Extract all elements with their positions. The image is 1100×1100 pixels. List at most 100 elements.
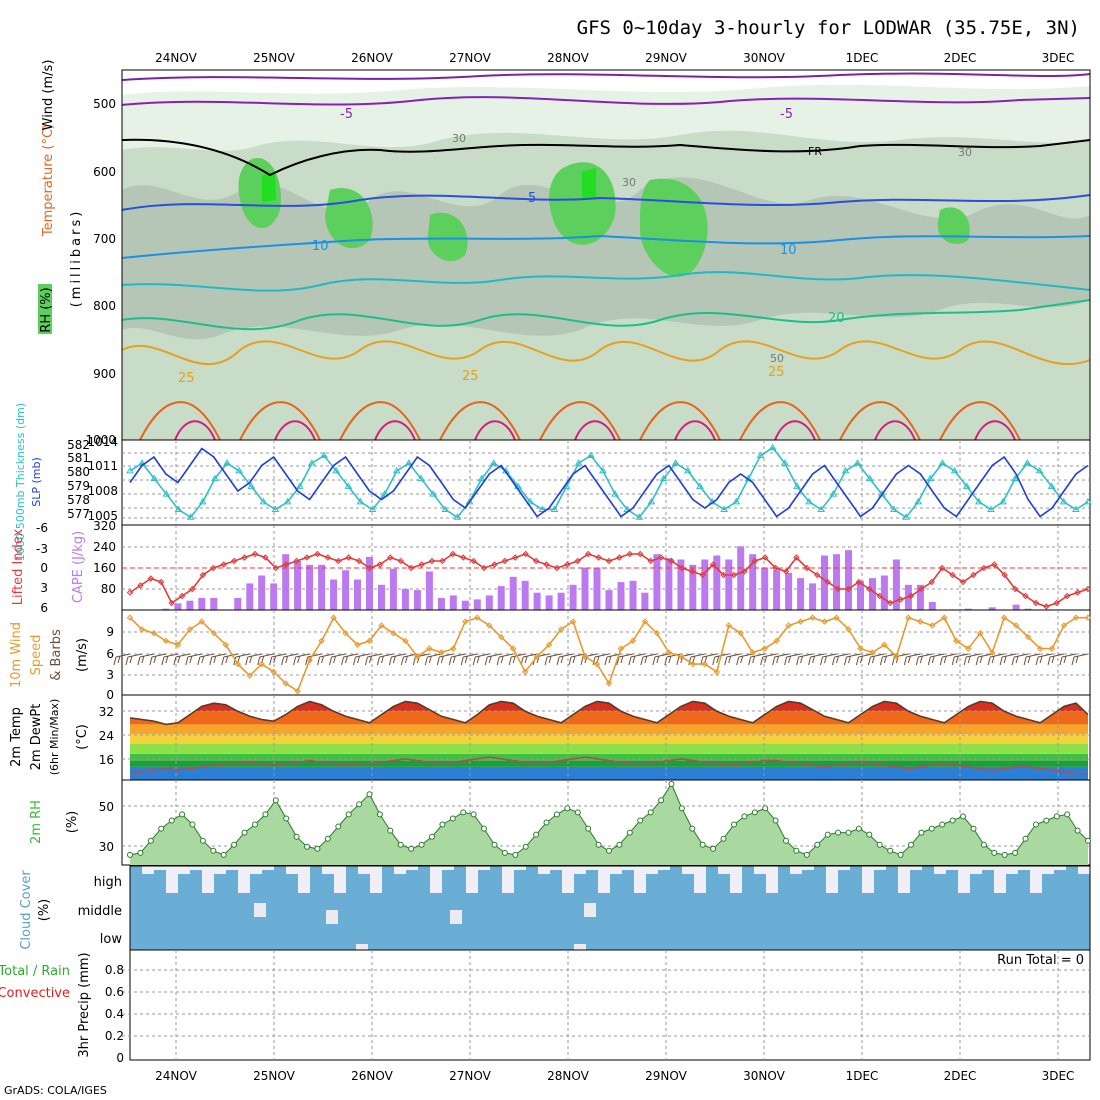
cape-bar (845, 550, 852, 610)
thickness-tick: 581 (67, 451, 90, 465)
wind-barb (556, 653, 574, 666)
wind-unit: (m/s) (75, 638, 90, 672)
li-marker (1063, 592, 1071, 600)
wind-barb (616, 653, 634, 666)
rh2m-marker (866, 831, 873, 838)
rh2m-marker (949, 817, 956, 824)
rh2m-marker (960, 813, 966, 820)
contour-5 (121, 194, 1091, 211)
li-marker (241, 554, 248, 561)
cloud-high-bar (442, 870, 454, 893)
pressure-tick: 600 (93, 165, 116, 179)
li-marker (637, 550, 644, 558)
rh2m-marker (387, 827, 394, 834)
rh2m-marker (918, 829, 925, 836)
thickness-marker (344, 482, 353, 489)
bottom-date-axis: 24NOV 25NOV 26NOV 27NOV 28NOV 29NOV 30NO… (155, 1069, 1074, 1083)
li-marker (1011, 585, 1019, 593)
thickness-marker (950, 466, 959, 474)
thickness-marker (538, 505, 547, 513)
wind-tick: 0 (106, 688, 114, 702)
contour-35 (174, 420, 1016, 441)
li-marker (886, 599, 894, 607)
li-marker (168, 599, 175, 607)
rh2m-marker (908, 841, 914, 848)
wind-barb (808, 653, 825, 666)
wind-barb (784, 653, 801, 666)
rh2m-marker (991, 849, 998, 856)
cape-bar (437, 598, 445, 610)
wind-speed-marker (845, 626, 852, 633)
wind-speed-marker (593, 660, 601, 668)
thickness-marker (489, 459, 498, 466)
temperature-label: Temperature (°C) (41, 124, 56, 237)
li-marker (647, 557, 654, 565)
wind-barb (1071, 653, 1089, 666)
cloud-high-bar (1054, 870, 1066, 893)
cloud-label: Cloud Cover (19, 870, 34, 950)
temp-band (130, 734, 1088, 744)
rh2m-marker (522, 843, 529, 850)
rh2m-label: 2m RH (29, 800, 44, 844)
temp-band (130, 744, 1088, 754)
contour-15 (121, 271, 1091, 292)
li-marker (210, 564, 217, 572)
rh2m-marker (1012, 849, 1019, 856)
slp-label: SLP (mb) (30, 457, 43, 507)
rh2m-marker (470, 811, 477, 818)
rh2m-marker (564, 805, 571, 812)
li-marker (262, 554, 269, 561)
wind-barb (424, 653, 442, 666)
wind-barb (999, 653, 1017, 666)
li-marker (428, 557, 436, 565)
slp-line (129, 447, 1089, 518)
rh2m-marker (595, 841, 602, 848)
li-marker (1022, 592, 1029, 600)
rh2m-marker (928, 825, 935, 832)
wind-speed-marker (294, 687, 301, 695)
thickness-marker (174, 505, 183, 513)
wind-barb (796, 653, 813, 666)
slp-series (126, 443, 1092, 520)
cape-tick: 80 (101, 582, 116, 596)
wind-speed-marker (809, 614, 816, 621)
rh2m-marker (147, 837, 154, 844)
li-marker (876, 592, 883, 600)
slp-tick: 1005 (87, 509, 118, 523)
temp2m-panel: 32 24 16 2m Temp 2m DewPt (6hr Min/Max) … (9, 694, 1091, 781)
cloud-high-bar (550, 870, 562, 893)
cloud-high-bar (586, 870, 598, 893)
cloud-level-middle: middle (78, 904, 122, 919)
cape-tick: 240 (93, 540, 116, 554)
precip-tick: 0.6 (105, 985, 124, 999)
wind-barb (1023, 653, 1041, 666)
rh2m-marker (429, 833, 435, 840)
rh2m-marker (272, 797, 279, 804)
cape-bar (892, 559, 900, 610)
rh2m-marker (408, 845, 415, 852)
cape-bar (413, 590, 421, 610)
li-marker (501, 557, 509, 565)
wind-barb (544, 653, 562, 666)
li-marker (345, 554, 352, 561)
contour-25 (121, 340, 1091, 366)
wind-barb (269, 653, 286, 666)
cape-bar (773, 570, 781, 610)
wind-speed-marker (869, 649, 876, 656)
cape-label: CAPE (J/kg) (71, 531, 86, 603)
rh2m-marker (512, 851, 519, 858)
wind-barb (652, 653, 669, 666)
chart-title: GFS 0~10day 3-hourly for LODWAR (35.75E,… (577, 17, 1080, 39)
wind-speed-marker (761, 645, 768, 652)
thickness-marker (211, 474, 219, 482)
wind-barb (855, 653, 873, 666)
cloud-high-bar (874, 870, 886, 893)
wind-speed-marker (797, 618, 804, 625)
cape-bar (366, 556, 373, 610)
cape-bar (869, 578, 876, 610)
li-marker (866, 585, 873, 593)
wind-barb (364, 653, 382, 666)
wind-speed-marker (282, 680, 289, 687)
wind-barb (353, 653, 370, 666)
wind-speed-marker (857, 645, 864, 652)
